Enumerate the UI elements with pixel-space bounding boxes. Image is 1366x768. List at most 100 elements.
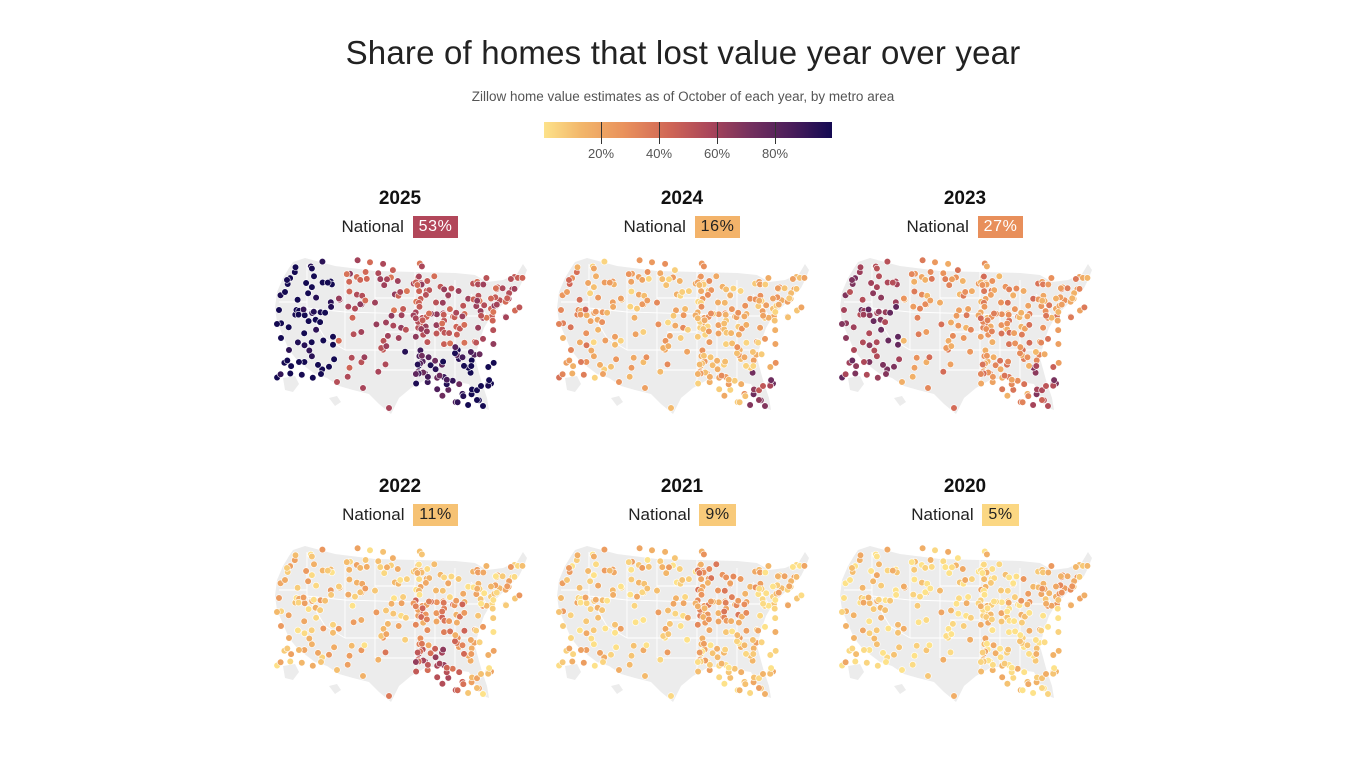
metro-dot xyxy=(612,355,620,363)
metro-dot xyxy=(439,299,447,307)
metro-dot xyxy=(507,563,515,571)
metro-dot xyxy=(997,653,1005,661)
metro-dot xyxy=(754,338,762,347)
metro-dot xyxy=(440,340,448,348)
metro-dot xyxy=(590,571,598,579)
metro-dot xyxy=(1038,684,1046,692)
metro-dot xyxy=(681,305,689,313)
metro-dot xyxy=(1080,303,1088,312)
metro-dot xyxy=(1011,593,1019,601)
metro-dot xyxy=(451,637,459,645)
metro-dot xyxy=(1083,562,1091,570)
metro-dot xyxy=(300,341,309,349)
metro-dot xyxy=(565,564,573,572)
metro-dot xyxy=(431,357,439,365)
metro-dot xyxy=(321,597,329,605)
metro-dot xyxy=(749,650,757,658)
metro-dot xyxy=(576,598,585,607)
metro-dot xyxy=(910,364,919,372)
metro-dot xyxy=(559,334,567,342)
metro-dot xyxy=(414,360,422,369)
metro-dot xyxy=(617,337,625,345)
metro-dot xyxy=(559,658,567,666)
metro-dot xyxy=(324,566,332,575)
metro-dot xyxy=(399,305,407,313)
metro-dot xyxy=(639,616,647,624)
metro-dot xyxy=(977,658,985,666)
metro-dot xyxy=(476,638,484,646)
metro-dot xyxy=(983,262,991,270)
metro-dot xyxy=(310,560,318,568)
metro-dot xyxy=(594,326,602,334)
metro-dot xyxy=(1032,348,1040,356)
metro-dot xyxy=(460,627,468,635)
metro-dot xyxy=(422,291,430,299)
metro-dot xyxy=(1005,311,1013,319)
metro-dot xyxy=(575,296,584,304)
metro-dot xyxy=(627,287,635,296)
metro-dot xyxy=(740,641,749,649)
hawaii-inset xyxy=(611,684,623,694)
metro-dot xyxy=(1038,297,1046,305)
metro-dot xyxy=(581,305,590,314)
metro-dot xyxy=(639,328,647,336)
national-label: National xyxy=(911,505,974,524)
metro-dot xyxy=(936,586,944,595)
metro-dot xyxy=(586,317,595,325)
metro-dot xyxy=(664,318,672,327)
metro-dot xyxy=(697,591,706,599)
metro-dot xyxy=(883,258,892,266)
metro-dot xyxy=(761,402,769,410)
metro-dot xyxy=(959,565,967,573)
metro-dot xyxy=(909,661,917,669)
metro-dot xyxy=(308,552,316,561)
metro-dot xyxy=(439,357,447,366)
metro-dot xyxy=(412,602,420,610)
metro-dot xyxy=(1016,637,1024,645)
metro-dot xyxy=(1029,401,1037,409)
metro-dot xyxy=(697,575,705,583)
metro-dot xyxy=(327,591,335,599)
metro-dot xyxy=(423,338,431,346)
metro-dot xyxy=(1049,363,1057,371)
metro-dot xyxy=(518,562,526,570)
metro-dot xyxy=(557,306,565,314)
metro-dot xyxy=(749,348,757,356)
metro-dot xyxy=(353,256,362,264)
metro-dot xyxy=(840,594,848,602)
metro-dot xyxy=(351,304,359,313)
hawaii-inset xyxy=(611,396,623,406)
metro-dot xyxy=(492,572,500,580)
alaska-inset xyxy=(565,376,581,392)
metro-dot xyxy=(507,275,515,283)
metro-dot xyxy=(695,281,703,289)
metro-dot xyxy=(1047,562,1055,570)
metro-dot xyxy=(418,262,426,270)
metro-dot xyxy=(892,591,900,599)
us-metro-map xyxy=(273,544,527,702)
metro-dot xyxy=(312,581,320,590)
metro-dot xyxy=(653,298,661,307)
metro-dot xyxy=(389,554,397,562)
metro-dot xyxy=(895,643,903,651)
metro-dot xyxy=(662,281,670,289)
metro-dot xyxy=(952,600,961,608)
metro-dot xyxy=(467,362,475,370)
metro-dot xyxy=(329,333,337,341)
metro-dot xyxy=(910,287,918,296)
metro-dot xyxy=(460,362,468,370)
metro-dot xyxy=(654,320,662,328)
metro-dot xyxy=(967,614,975,622)
metro-dot xyxy=(877,614,885,622)
metro-dot xyxy=(423,626,431,634)
metro-dot xyxy=(705,338,713,346)
metro-dot xyxy=(591,374,599,382)
metro-dot xyxy=(1010,617,1018,625)
metro-dot xyxy=(329,621,337,629)
metro-dot xyxy=(746,689,754,697)
metro-dot xyxy=(374,656,382,664)
metro-dot xyxy=(344,661,352,669)
metro-dot xyxy=(761,623,769,631)
metro-dot xyxy=(838,320,846,328)
metro-dot xyxy=(617,625,625,633)
